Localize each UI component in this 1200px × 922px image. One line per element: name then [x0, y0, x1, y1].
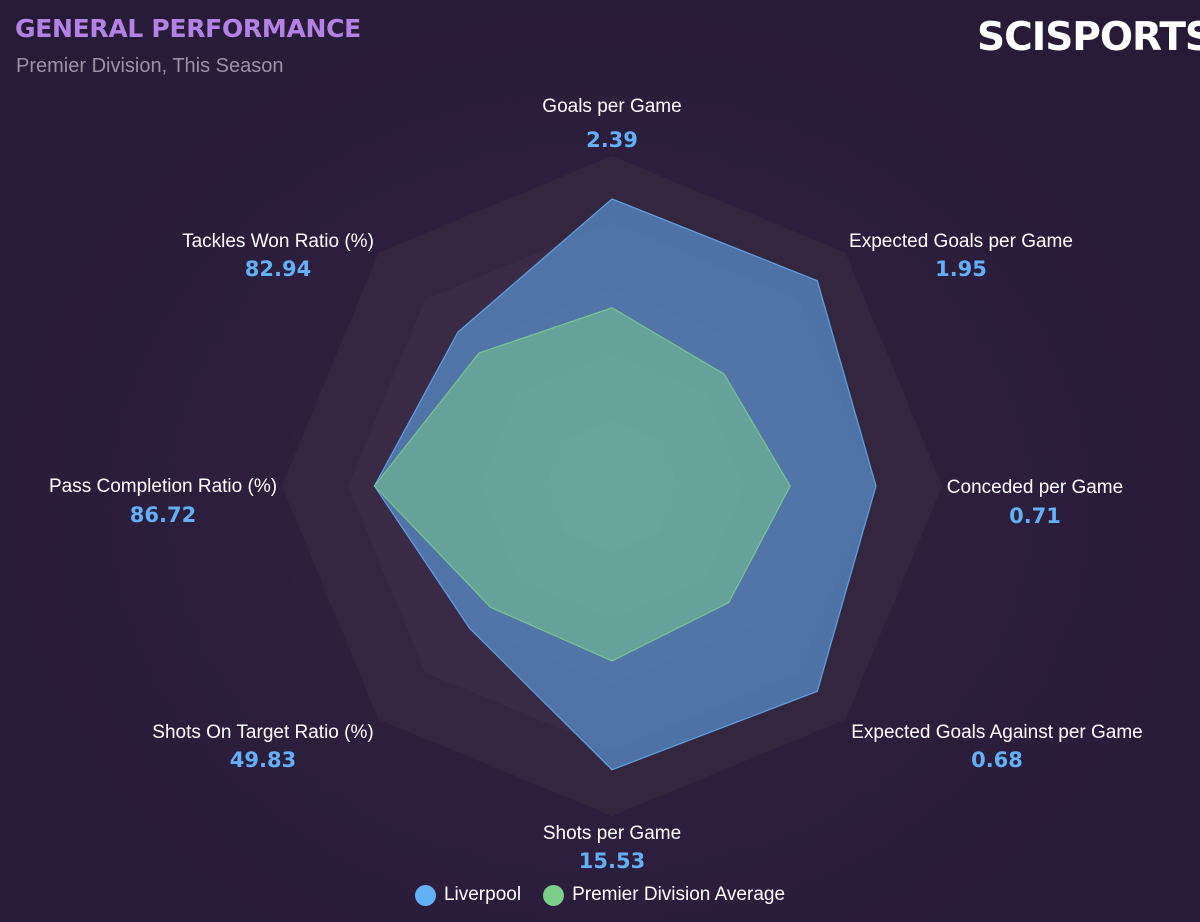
series-liverpool-point: [817, 691, 819, 693]
axis-label: Conceded per Game: [947, 477, 1123, 498]
series-average-point: [611, 307, 613, 309]
series-liverpool-point: [457, 331, 459, 333]
series-liverpool-point: [611, 769, 613, 771]
radar-series: [373, 198, 877, 771]
axis-value: 49.83: [230, 748, 296, 772]
series-liverpool-point: [875, 485, 877, 487]
scisports-logo: SCISPORTS: [977, 15, 1200, 60]
radar-labels: Goals per Game 2.39 Expected Goals per Gam…: [49, 96, 1143, 873]
legend-item-average[interactable]: Premier Division Average: [543, 884, 785, 906]
legend-swatch-liverpool: [414, 884, 436, 906]
legend: Liverpool Premier Division Average: [0, 884, 1200, 906]
series-average-point: [723, 373, 725, 375]
axis-value: 2.39: [586, 128, 638, 152]
page-title: GENERAL PERFORMANCE: [15, 14, 361, 43]
axis-label: Goals per Game: [542, 96, 681, 117]
series-liverpool-point: [817, 280, 819, 282]
series-average-point: [374, 485, 376, 487]
series-average-point: [728, 602, 730, 604]
series-average-point: [478, 352, 480, 354]
series-liverpool-point: [611, 198, 613, 200]
axis-label: Expected Goals Against per Game: [851, 722, 1143, 743]
axis-value: 82.94: [245, 257, 311, 281]
series-average-area[interactable]: [373, 307, 791, 662]
axis-label: Shots On Target Ratio (%): [152, 722, 373, 743]
axis-label: Expected Goals per Game: [849, 231, 1073, 252]
series-liverpool-point: [469, 628, 471, 630]
legend-label-liverpool: Liverpool: [443, 884, 522, 905]
axis-label: Tackles Won Ratio (%): [182, 231, 374, 252]
axis-value: 0.71: [1009, 504, 1061, 528]
page-subtitle: Premier Division, This Season: [16, 55, 284, 77]
legend-item-liverpool[interactable]: Liverpool: [414, 884, 522, 906]
legend-label-average: Premier Division Average: [572, 884, 786, 905]
axis-value: 1.95: [935, 257, 987, 281]
axis-label: Shots per Game: [543, 823, 681, 844]
axis-value: 15.53: [579, 849, 645, 873]
series-average-point: [789, 485, 791, 487]
axis-value: 86.72: [130, 503, 196, 527]
axis-label: Pass Completion Ratio (%): [49, 476, 277, 497]
axis-value: 0.68: [971, 748, 1023, 772]
legend-swatch-average: [543, 884, 565, 906]
series-average-point: [611, 660, 613, 662]
series-average-point: [490, 607, 492, 609]
